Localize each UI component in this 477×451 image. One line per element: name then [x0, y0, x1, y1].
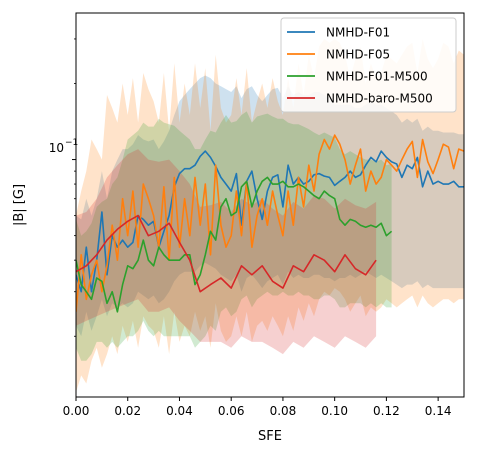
line-nmhd-f01-m500 [76, 176, 393, 313]
legend-label-nmhd-f01-m500: NMHD-F01-M500 [326, 70, 428, 84]
x-tick-label: 0.12 [373, 404, 400, 418]
x-tick-label: 0.06 [218, 404, 245, 418]
x-tick-label: 0.10 [321, 404, 348, 418]
legend-label-nmhd-f05: NMHD-F05 [326, 48, 390, 62]
y-axis-label: |B| [G] [12, 184, 27, 226]
legend-label-nmhd-baro-m500: NMHD-baro-M500 [326, 92, 433, 106]
x-tick-label: 0.02 [114, 404, 141, 418]
series-lines [76, 134, 464, 313]
legend-label-nmhd-f01: NMHD-F01 [326, 26, 390, 40]
band-nmhd-f01-m500 [76, 111, 392, 361]
line-nmhd-f05 [76, 134, 464, 312]
band-nmhd-f05 [76, 39, 464, 393]
y-tick-label-base: 10 [49, 141, 64, 155]
legend: NMHD-F01 NMHD-F05 NMHD-F01-M500 NMHD-baro-M… [280, 17, 457, 113]
confidence-bands [76, 39, 464, 393]
x-axis-ticks: 0.00 0.02 0.04 0.06 0.08 0.10 0.12 0.14 [63, 397, 452, 418]
y-axis-ticks [72, 38, 76, 337]
y-tick-major: 10 −1 [49, 138, 79, 155]
x-axis-label: SFE [258, 429, 282, 444]
x-tick-label: 0.14 [425, 404, 452, 418]
plot-frame [75, 12, 465, 398]
x-tick-label: 0.00 [63, 404, 90, 418]
y-tick-label-exponent: −1 [65, 138, 78, 148]
line-nmhd-baro-m500 [76, 214, 377, 293]
band-nmhd-baro-m500 [76, 149, 377, 355]
x-tick-label: 0.04 [166, 404, 193, 418]
legend-box [280, 17, 457, 113]
x-tick-label: 0.08 [270, 404, 297, 418]
